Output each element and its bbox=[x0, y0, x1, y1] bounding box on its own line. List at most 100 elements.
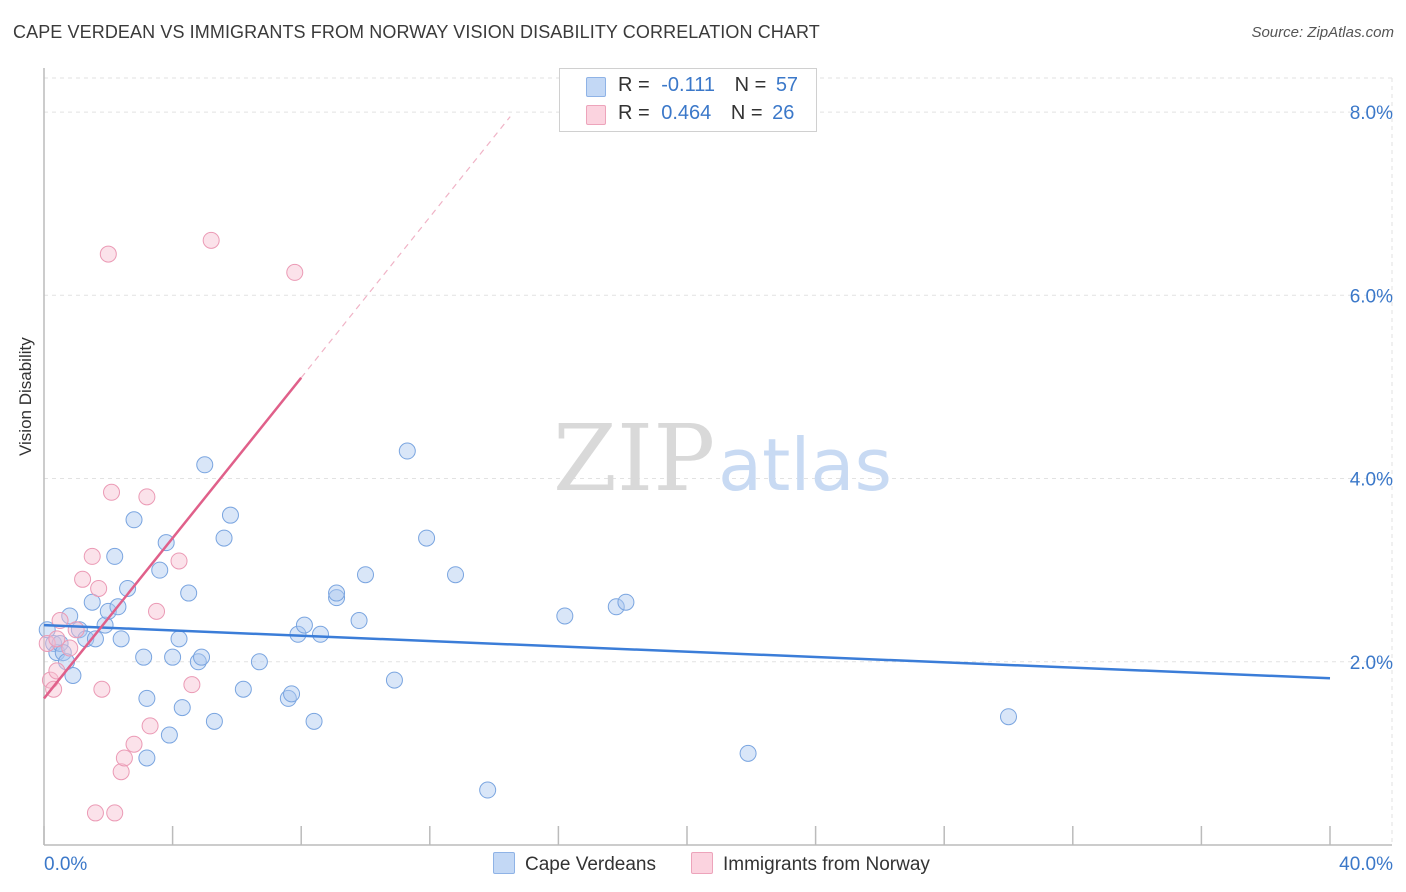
legend-n-value: 57 bbox=[775, 74, 799, 96]
cape-verdean-point bbox=[138, 749, 156, 767]
cape-verdean-point bbox=[556, 607, 574, 625]
cape-verdean-point bbox=[607, 598, 625, 616]
cape-verdean-point bbox=[447, 566, 465, 584]
cape-verdean-point bbox=[112, 630, 130, 648]
norway-point bbox=[38, 634, 56, 652]
cape-verdean-point bbox=[250, 653, 268, 671]
norway-point bbox=[99, 245, 117, 263]
y-axis-label: Vision Disability bbox=[16, 337, 35, 456]
legend-r-value: 0.464 bbox=[661, 102, 712, 124]
norway-point bbox=[61, 639, 79, 657]
norway-point bbox=[106, 804, 124, 822]
norway-point bbox=[103, 483, 121, 501]
legend-item-norway: Immigrants from Norway bbox=[691, 852, 930, 876]
norway-point bbox=[286, 263, 304, 281]
cape-verdean-point bbox=[205, 712, 223, 730]
cape-verdean-point bbox=[157, 534, 175, 552]
cape-verdean-point bbox=[283, 685, 301, 703]
norway-point bbox=[93, 680, 111, 698]
legend-swatch-blue bbox=[586, 77, 606, 97]
cape-verdean-trend-line bbox=[43, 623, 1331, 680]
cape-verdean-point bbox=[328, 589, 346, 607]
norway-point bbox=[183, 676, 201, 694]
cape-verdean-point bbox=[479, 781, 497, 799]
legend-r-label: R = bbox=[618, 74, 650, 96]
cape-verdean-point bbox=[180, 584, 198, 602]
cape-verdean-point bbox=[160, 726, 178, 744]
norway-point bbox=[83, 547, 101, 565]
norway-trend-extension bbox=[300, 116, 511, 379]
legend-label: Cape Verdeans bbox=[525, 854, 656, 875]
cape-verdean-point bbox=[189, 653, 207, 671]
norway-trend-line bbox=[43, 376, 303, 700]
legend-n-label: N = bbox=[730, 102, 763, 124]
cape-verdean-point bbox=[125, 511, 143, 529]
y-tick-label: 6.0% bbox=[1350, 286, 1393, 307]
cape-verdean-point bbox=[138, 689, 156, 707]
legend-swatch-pink bbox=[586, 105, 606, 125]
cape-verdean-point bbox=[86, 630, 104, 648]
tick-labels: 2.0% 4.0% 6.0% 8.0% 0.0% 40.0% bbox=[44, 103, 1393, 875]
cape-verdean-point bbox=[119, 579, 137, 597]
norway-point bbox=[74, 570, 92, 588]
cape-verdean-point bbox=[1000, 708, 1017, 726]
cape-verdean-point bbox=[234, 680, 252, 698]
cape-verdean-point bbox=[64, 667, 82, 685]
axes bbox=[43, 68, 1392, 846]
cape-verdean-point bbox=[617, 593, 635, 611]
norway-point bbox=[202, 231, 220, 249]
cape-verdean-point bbox=[357, 566, 374, 584]
cape-verdean-point bbox=[305, 712, 323, 730]
cape-verdean-point bbox=[739, 744, 757, 762]
cape-verdean-point bbox=[170, 630, 188, 648]
norway-point bbox=[138, 488, 156, 506]
cape-verdean-point bbox=[295, 616, 313, 634]
y-tick-label: 8.0% bbox=[1350, 103, 1393, 124]
trend-lines bbox=[43, 116, 1331, 700]
data-points bbox=[38, 231, 1017, 822]
source-label: Source: ZipAtlas.com bbox=[1251, 24, 1394, 41]
x-tick-label: 40.0% bbox=[1339, 854, 1393, 875]
norway-point bbox=[48, 630, 66, 648]
cape-verdean-point bbox=[106, 547, 124, 565]
legend-swatch-blue bbox=[493, 852, 515, 874]
norway-point bbox=[141, 717, 159, 735]
legend-n-label: N = bbox=[734, 74, 767, 96]
norway-point bbox=[67, 621, 85, 639]
cape-verdean-point bbox=[151, 561, 169, 579]
cape-verdean-point bbox=[196, 456, 214, 474]
norway-point bbox=[90, 579, 108, 597]
legend-swatch-pink bbox=[691, 852, 713, 874]
watermark: ZIP atlas bbox=[553, 405, 892, 512]
norway-point bbox=[86, 804, 104, 822]
cape-verdean-point bbox=[51, 634, 69, 652]
norway-point bbox=[148, 602, 166, 620]
cape-verdean-point bbox=[328, 584, 346, 602]
cape-verdean-point bbox=[61, 607, 79, 625]
cape-verdean-point bbox=[311, 625, 329, 643]
cape-verdean-point bbox=[135, 648, 153, 666]
chart-title: CAPE VERDEAN VS IMMIGRANTS FROM NORWAY V… bbox=[13, 22, 820, 42]
legend-n-value: 26 bbox=[772, 102, 795, 124]
norway-point bbox=[125, 735, 143, 753]
cape-verdean-point bbox=[215, 529, 233, 547]
watermark-atlas: atlas bbox=[718, 423, 892, 507]
norway-point bbox=[112, 763, 130, 781]
legend-r-value: -0.111 bbox=[661, 74, 715, 96]
cape-verdean-point bbox=[385, 671, 403, 689]
cape-verdean-point bbox=[83, 593, 101, 611]
cape-verdean-point bbox=[279, 689, 297, 707]
cape-verdean-point bbox=[398, 442, 416, 460]
watermark-zip: ZIP bbox=[553, 405, 715, 512]
cape-verdean-point bbox=[164, 648, 182, 666]
legend-item-cape-verdeans: Cape Verdeans bbox=[493, 852, 656, 876]
cape-verdean-point bbox=[418, 529, 436, 547]
legend-r-label: R = bbox=[618, 102, 650, 124]
y-tick-label: 2.0% bbox=[1350, 653, 1393, 674]
cape-verdean-point bbox=[173, 699, 191, 717]
cape-verdean-point bbox=[193, 648, 211, 666]
legend-label: Immigrants from Norway bbox=[723, 854, 930, 875]
x-tick-label: 0.0% bbox=[44, 854, 87, 875]
y-tick-label: 4.0% bbox=[1350, 470, 1393, 491]
